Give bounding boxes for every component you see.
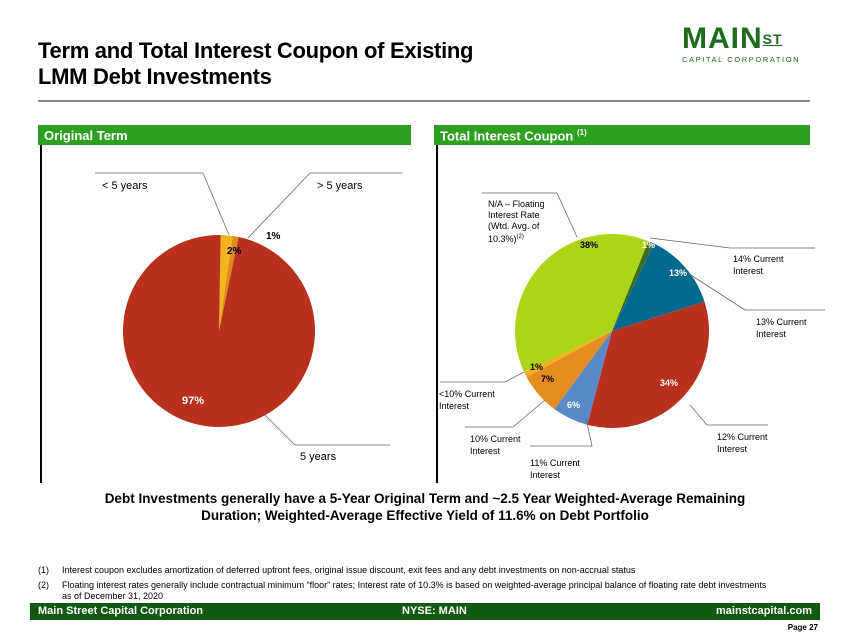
right-panel-border (436, 145, 438, 483)
leader-12 (689, 404, 768, 426)
main-street-logo: MAINST CAPITAL CORPORATION (682, 22, 801, 65)
label-gt5-years: > 5 years (317, 180, 363, 192)
footnote-2: (2) Floating interest rates generally inc… (38, 580, 767, 601)
title-divider (38, 100, 810, 102)
page-title: Term and Total Interest Coupon of Existi… (38, 38, 473, 90)
pie-slice-1 (612, 243, 705, 331)
footer-bar: Main Street Capital Corporation NYSE: MA… (30, 603, 820, 620)
pie-slice-2 (122, 235, 315, 427)
label-10-current: 10% Current Interest (470, 434, 521, 456)
leader-lt5 (95, 172, 230, 236)
pie-slice-1 (219, 235, 239, 331)
leader-lines (95, 172, 825, 447)
data-label-13pct: 13% (669, 268, 688, 278)
label-lt10-current: <10% Current Interest (439, 389, 495, 411)
footer-ticker: NYSE: MAIN (402, 605, 467, 617)
label-14-current: 14% Current Interest (733, 254, 784, 276)
leader-11 (530, 417, 593, 447)
footnote-1: (1) Interest coupon excludes amortization… (38, 565, 636, 575)
title-line-2: LMM Debt Investments (38, 64, 272, 89)
pie-slice-5 (523, 331, 612, 378)
leader-10 (465, 399, 546, 428)
label-lt5-years: < 5 years (102, 180, 148, 192)
leader-na (482, 192, 578, 238)
data-label-2pct: 2% (227, 246, 242, 257)
label-12-current: 12% Current Interest (717, 432, 768, 454)
data-label-1pct: 1% (266, 231, 281, 242)
data-label-38pct: 38% (580, 240, 599, 250)
footer-company: Main Street Capital Corporation (38, 605, 204, 617)
leader-gt5 (247, 172, 403, 239)
pie-slice-0 (219, 235, 233, 331)
pie-slice-6 (514, 233, 649, 372)
leader-5yrs (264, 414, 390, 446)
data-label-1pct-14: 1% (642, 240, 656, 250)
data-label-7pct: 7% (541, 374, 555, 384)
summary-statement: Debt Investments generally have a 5-Year… (104, 491, 746, 523)
leader-14 (649, 237, 815, 249)
section-header-original-term: Original Term (38, 125, 411, 145)
pie-original-term (122, 235, 315, 427)
label-5-years: 5 years (300, 451, 337, 463)
data-label-6pct: 6% (567, 400, 581, 410)
label-na-floating: N/A – Floating Interest Rate (Wtd. Avg. of… (488, 199, 545, 244)
title-line-1: Term and Total Interest Coupon of Existi… (38, 38, 474, 63)
pie-slice-2 (587, 301, 709, 428)
data-label-97pct: 97% (182, 395, 205, 407)
data-label-34pct: 34% (660, 378, 679, 388)
pie-slice-4 (526, 331, 612, 410)
pie-total-interest-coupon (514, 233, 709, 428)
label-13-current: 13% Current Interest (756, 317, 807, 339)
page-number: Page 27 (787, 623, 818, 632)
leader-13 (679, 267, 825, 311)
pie-slice-0 (612, 241, 654, 331)
data-label-1pct-lt10: 1% (530, 362, 544, 372)
leader-lt10 (440, 371, 525, 383)
section-header-total-interest-coupon: Total Interest Coupon (1) (434, 125, 810, 145)
footer-website: mainstcapital.com (716, 605, 812, 617)
pie-slice-3 (554, 331, 612, 425)
label-11-current: 11% Current Interest (530, 458, 580, 480)
left-panel-border (40, 145, 42, 483)
